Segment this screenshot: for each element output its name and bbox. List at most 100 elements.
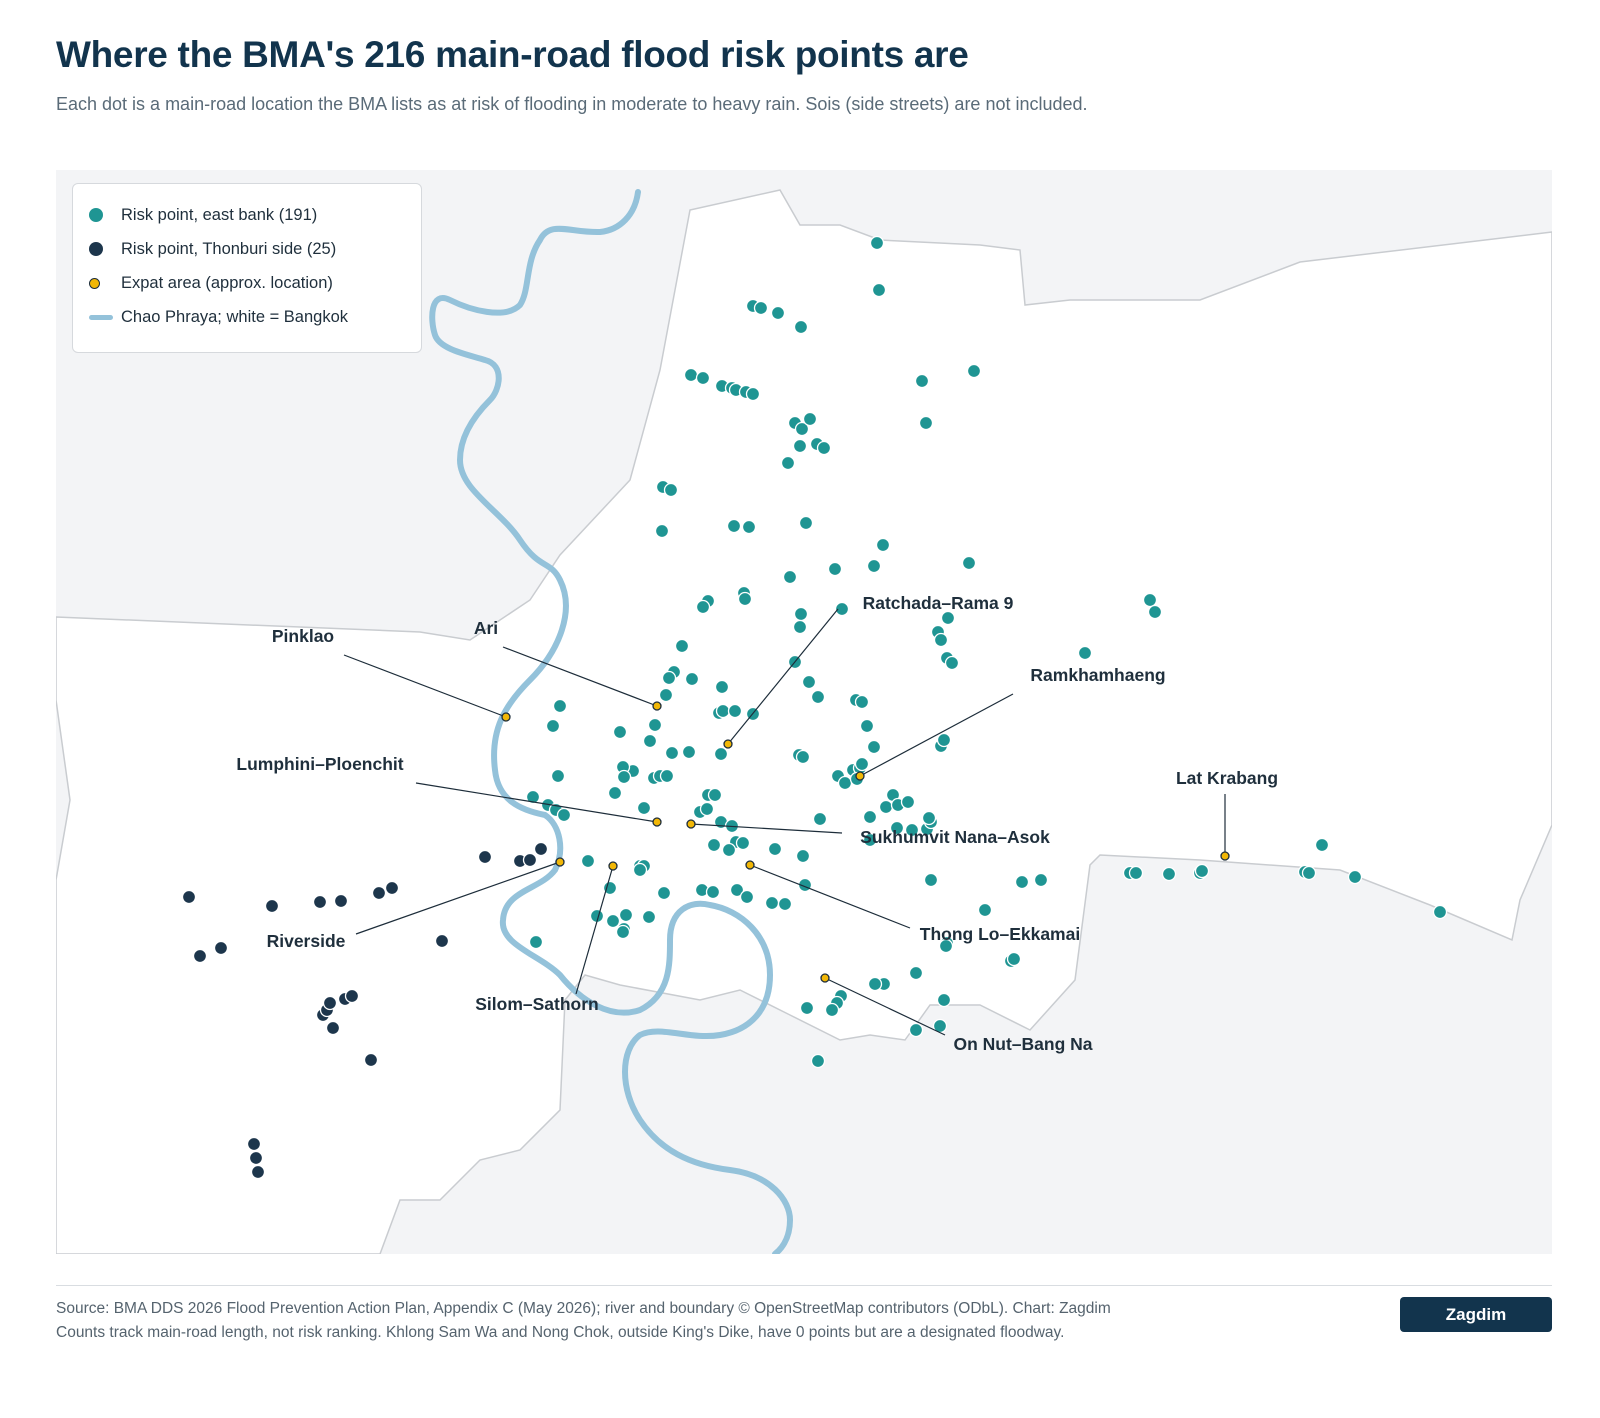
risk-point-east-bank bbox=[735, 835, 751, 851]
brand-badge: Zagdim bbox=[1400, 1297, 1552, 1332]
expat-area-point bbox=[745, 860, 755, 870]
expat-area-label: Ari bbox=[474, 618, 498, 638]
expat-area-label: Ratchada–Rama 9 bbox=[863, 593, 1014, 613]
expat-area-callouts: Pinklao Ari Ratchada–Rama 9 Ramkhamhaeng Lum… bbox=[236, 593, 1278, 1054]
expat-area-point bbox=[686, 819, 696, 829]
footer-divider bbox=[56, 1285, 1552, 1286]
risk-point-east-bank bbox=[904, 822, 920, 838]
expat-area-point bbox=[652, 817, 662, 827]
risk-point-east-bank bbox=[795, 848, 811, 864]
risk-point-thonburi bbox=[213, 940, 229, 956]
risk-point-thonburi bbox=[264, 898, 280, 914]
risk-point-east-bank bbox=[642, 733, 658, 749]
risk-point-east-bank bbox=[862, 832, 878, 848]
risk-point-east-bank bbox=[580, 853, 596, 869]
risk-point-east-bank bbox=[921, 810, 937, 826]
risk-point-thonburi bbox=[384, 880, 400, 896]
callout-line bbox=[343, 654, 507, 718]
river-line-icon bbox=[89, 314, 113, 320]
risk-point-east-bank bbox=[918, 415, 934, 431]
chao-phraya-river bbox=[429, 189, 793, 1254]
navy-dot-icon bbox=[89, 242, 103, 256]
risk-point-east-bank bbox=[871, 282, 887, 298]
risk-point-east-bank bbox=[940, 610, 956, 626]
risk-point-east-bank bbox=[908, 965, 924, 981]
risk-point-east-bank bbox=[854, 756, 870, 772]
legend-item-expat: Expat area (approx. location) bbox=[89, 266, 405, 300]
risk-point-east-bank bbox=[1194, 863, 1210, 879]
risk-point-east-bank bbox=[545, 718, 561, 734]
thonburi-points bbox=[181, 841, 549, 1180]
risk-point-east-bank bbox=[933, 632, 949, 648]
risk-point-east-bank bbox=[525, 789, 541, 805]
expat-area-point bbox=[501, 712, 511, 722]
map-panel: Pinklao Ari Ratchada–Rama 9 Ramkhamhaeng Lum… bbox=[56, 170, 1552, 1254]
risk-point-east-bank bbox=[938, 938, 954, 954]
risk-point-east-bank bbox=[745, 386, 761, 402]
risk-point-east-bank bbox=[859, 718, 875, 734]
risk-point-east-bank bbox=[792, 619, 808, 635]
risk-point-east-bank bbox=[632, 862, 648, 878]
risk-point-east-bank bbox=[739, 889, 755, 905]
risk-point-east-bank bbox=[741, 519, 757, 535]
risk-point-east-bank bbox=[681, 744, 697, 760]
risk-point-east-bank bbox=[875, 537, 891, 553]
risk-point-east-bank bbox=[607, 785, 623, 801]
risk-point-east-bank bbox=[854, 694, 870, 710]
risk-point-east-bank bbox=[727, 703, 743, 719]
risk-point-east-bank bbox=[767, 841, 783, 857]
risk-point-east-bank bbox=[683, 367, 699, 383]
risk-point-east-bank bbox=[1314, 837, 1330, 853]
legend-item-east-bank: Risk point, east bank (191) bbox=[89, 198, 405, 232]
risk-point-east-bank bbox=[737, 591, 753, 607]
risk-point-east-bank bbox=[550, 768, 566, 784]
risk-point-east-bank bbox=[1301, 865, 1317, 881]
risk-point-thonburi bbox=[250, 1164, 266, 1180]
risk-point-east-bank bbox=[684, 671, 700, 687]
risk-point-east-bank bbox=[726, 518, 742, 534]
risk-point-east-bank bbox=[866, 558, 882, 574]
risk-point-east-bank bbox=[695, 370, 711, 386]
risk-point-east-bank bbox=[1347, 869, 1363, 885]
risk-point-east-bank bbox=[869, 235, 885, 251]
risk-point-east-bank bbox=[605, 913, 621, 929]
risk-point-east-bank bbox=[528, 934, 544, 950]
risk-point-east-bank bbox=[810, 689, 826, 705]
expat-area-point bbox=[652, 701, 662, 711]
risk-point-east-bank bbox=[793, 319, 809, 335]
risk-point-thonburi bbox=[333, 893, 349, 909]
risk-point-thonburi bbox=[248, 1150, 264, 1166]
risk-point-east-bank bbox=[794, 421, 810, 437]
risk-point-east-bank bbox=[782, 569, 798, 585]
expat-area-point bbox=[820, 973, 830, 983]
expat-area-label: Thong Lo–Ekkamai bbox=[920, 924, 1080, 944]
risk-point-east-bank bbox=[862, 809, 878, 825]
risk-point-east-bank bbox=[656, 885, 672, 901]
callout-line bbox=[749, 864, 911, 929]
risk-point-east-bank bbox=[866, 739, 882, 755]
risk-point-east-bank bbox=[780, 455, 796, 471]
risk-point-east-bank bbox=[834, 601, 850, 617]
risk-point-east-bank bbox=[705, 884, 721, 900]
risk-point-east-bank bbox=[661, 670, 677, 686]
risk-point-east-bank bbox=[1033, 872, 1049, 888]
risk-point-east-bank bbox=[1142, 592, 1158, 608]
risk-point-east-bank bbox=[1077, 645, 1093, 661]
risk-point-east-bank bbox=[612, 724, 628, 740]
expat-area-point bbox=[555, 857, 565, 867]
risk-point-east-bank bbox=[914, 373, 930, 389]
source-note: Source: BMA DDS 2026 Flood Prevention Ac… bbox=[56, 1297, 1346, 1345]
risk-point-thonburi bbox=[344, 988, 360, 1004]
risk-point-east-bank bbox=[721, 842, 737, 858]
risk-point-east-bank bbox=[1432, 904, 1448, 920]
risk-point-east-bank bbox=[799, 1000, 815, 1016]
risk-point-east-bank bbox=[977, 902, 993, 918]
risk-point-east-bank bbox=[961, 555, 977, 571]
callout-line bbox=[575, 865, 614, 995]
risk-point-thonburi bbox=[312, 894, 328, 910]
risk-point-east-bank bbox=[715, 703, 731, 719]
risk-point-east-bank bbox=[659, 768, 675, 784]
risk-point-thonburi bbox=[522, 852, 538, 868]
risk-point-east-bank bbox=[810, 1053, 826, 1069]
risk-point-east-bank bbox=[923, 872, 939, 888]
